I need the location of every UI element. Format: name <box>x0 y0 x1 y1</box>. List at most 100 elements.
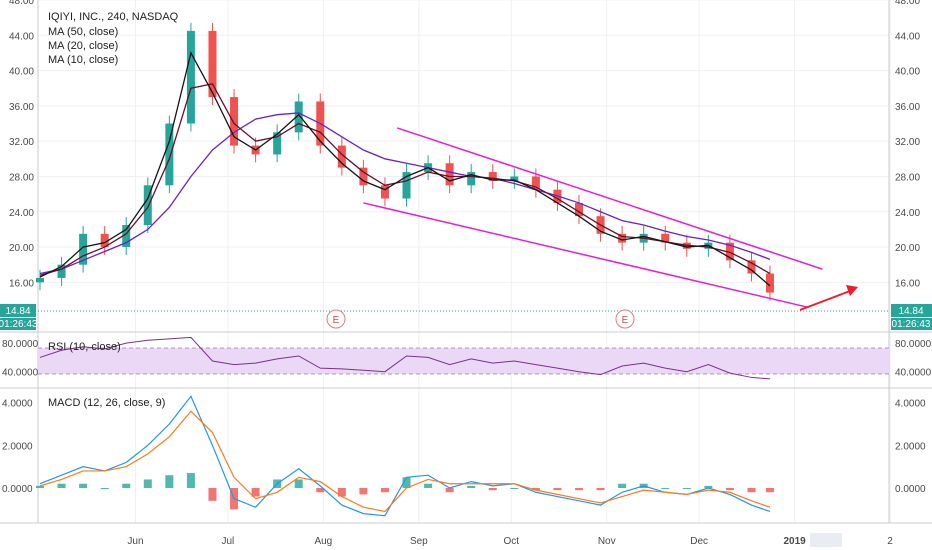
forecast-arrow-head[interactable] <box>846 285 858 296</box>
macd-histogram-bar <box>79 483 88 488</box>
price-bar <box>186 30 195 124</box>
trend-channel[interactable] <box>363 127 823 308</box>
ma50-line <box>39 112 771 275</box>
price-tick-label: 16.00 <box>9 278 34 289</box>
price-bar <box>402 172 411 199</box>
rsi-tick-label: 80.0000 <box>2 339 39 350</box>
macd-histogram-bar <box>337 488 346 497</box>
year-highlight-box <box>810 533 842 547</box>
price-bar <box>79 233 88 265</box>
price-tick-label: 48.00 <box>9 0 34 7</box>
macd-histogram-bar <box>424 483 433 488</box>
rsi-tick-label: 80.0000 <box>895 339 932 350</box>
rsi-tick-label: 40.0000 <box>895 368 932 379</box>
countdown-tag-text: 01:26:43 <box>0 319 38 330</box>
ma20-line <box>39 83 771 276</box>
price-bar <box>531 176 540 190</box>
price-tick-label: 20.00 <box>895 243 920 254</box>
earnings-marker-label: E <box>622 315 629 326</box>
countdown-tag-left <box>0 318 36 330</box>
macd-histogram-bar <box>208 488 217 501</box>
macd-histogram-bar <box>122 483 131 488</box>
price-bar <box>725 242 734 261</box>
price-tick-label: 28.00 <box>9 172 34 183</box>
macd-histogram-bar <box>143 479 152 488</box>
last-price-tag-text: 14.84 <box>898 306 923 317</box>
last-price-tag-right <box>891 304 932 317</box>
time-tick-label: Nov <box>598 536 616 547</box>
channel-upper-line[interactable] <box>397 127 823 270</box>
macd-histogram-bar <box>618 483 627 488</box>
price-bar <box>165 123 174 186</box>
price-bar <box>359 167 368 186</box>
macd-histogram-bar <box>596 488 605 491</box>
legend-ma10[interactable]: MA (10, close) <box>48 54 118 66</box>
legend-ma20[interactable]: MA (20, close) <box>48 40 118 52</box>
price-bar <box>380 185 389 199</box>
price-tick-label: 32.00 <box>9 137 34 148</box>
earnings-marker[interactable]: E <box>615 309 635 329</box>
price-bar <box>765 273 774 293</box>
price-tick-label: 32.00 <box>895 137 920 148</box>
legend-ma50[interactable]: MA (50, close) <box>48 26 118 38</box>
price-bar <box>337 145 346 168</box>
macd-histogram-bar <box>575 488 583 491</box>
price-tick-label: 28.00 <box>895 172 920 183</box>
price-bar <box>618 233 627 243</box>
symbol-title[interactable]: IQIYI, INC., 240, NASDAQ <box>48 11 179 23</box>
time-axis[interactable]: Jun Jul Aug Sep Oct Nov Dec 2019 2 <box>127 536 893 547</box>
macd-histogram-bar <box>402 477 411 488</box>
price-bar <box>294 101 303 133</box>
macd-tick-label: 0.0000 <box>2 484 33 495</box>
forecast-arrow-shaft[interactable] <box>799 290 851 311</box>
last-price-tag-text: 14.84 <box>5 306 30 317</box>
signal-line <box>39 410 771 513</box>
time-tick-label: 2019 <box>783 536 806 547</box>
macd-series <box>36 395 774 517</box>
channel-lower-line[interactable] <box>363 202 808 308</box>
price-bar <box>467 172 476 186</box>
price-axis-right[interactable]: 48.00 44.00 40.00 36.00 32.00 28.00 24.00 20.00… <box>895 0 920 289</box>
macd-histogram-bar <box>553 488 562 491</box>
price-bar <box>488 172 497 181</box>
price-bar <box>122 225 131 248</box>
countdown-tag-right <box>891 318 932 330</box>
macd-histogram-bar <box>57 483 66 488</box>
price-tick-label: 24.00 <box>895 208 920 219</box>
time-tick-label: Jun <box>127 536 143 547</box>
earnings-marker[interactable]: E <box>326 309 346 329</box>
macd-histogram-bar <box>510 488 519 489</box>
price-tick-label: 48.00 <box>895 0 920 7</box>
macd-histogram-bar <box>186 473 195 488</box>
price-bar <box>143 185 152 225</box>
price-bar <box>747 260 756 274</box>
macd-histogram-bar <box>488 488 497 491</box>
macd-histogram-bar <box>316 488 325 493</box>
macd-histogram-bar <box>704 485 713 488</box>
price-tick-label: 44.00 <box>9 31 34 42</box>
price-tick-label: 24.00 <box>9 208 34 219</box>
price-axis-left[interactable]: 48.00 44.00 40.00 36.00 32.00 28.00 24.00 20.00… <box>9 0 34 289</box>
macd-histogram-bar <box>294 479 303 488</box>
legend-macd[interactable]: MACD (12, 26, close, 9) <box>48 397 165 409</box>
earnings-marker-label: E <box>333 315 340 326</box>
price-bar <box>575 202 583 217</box>
rsi-line <box>39 336 770 380</box>
macd-tick-label: 2.0000 <box>895 441 926 452</box>
price-tick-label: 16.00 <box>895 278 920 289</box>
macd-histogram-bar <box>661 488 670 489</box>
ma10-line <box>39 51 771 287</box>
time-tick-label: Jul <box>221 536 234 547</box>
macd-histogram-bar <box>100 488 109 489</box>
price-tick-label: 36.00 <box>895 102 920 113</box>
macd-tick-label: 0.0000 <box>895 484 926 495</box>
macd-histogram-bar <box>747 488 756 493</box>
last-price-tag-left <box>0 304 36 317</box>
macd-tick-label: 2.0000 <box>2 441 33 452</box>
price-bar <box>510 176 519 181</box>
time-tick-label: Dec <box>690 536 708 547</box>
legend-rsi[interactable]: RSI (10, close) <box>48 341 121 353</box>
